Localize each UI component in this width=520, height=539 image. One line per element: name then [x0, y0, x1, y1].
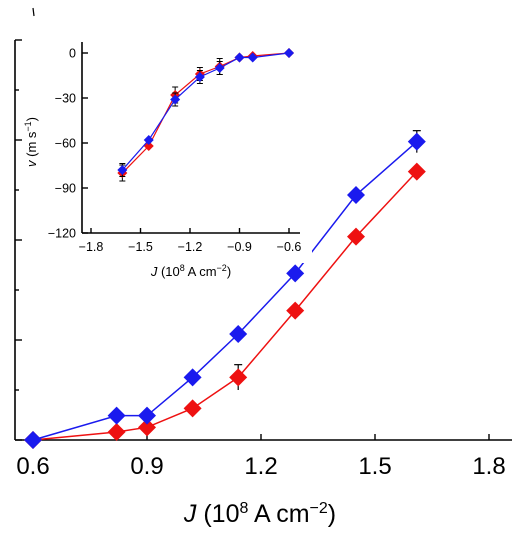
main-data-point [347, 186, 365, 204]
main-data-point [286, 264, 305, 283]
inset-x-tick-label: −1.5 [128, 240, 153, 254]
inset-x-tick-label: −1.2 [178, 240, 203, 254]
inset-data-point [247, 52, 258, 63]
main-data-point [138, 418, 156, 437]
main-ticks: 0.6 0.9 1.2 1.5 1.8 [15, 39, 506, 480]
inset-data-point [170, 94, 181, 105]
main-data-point [229, 368, 248, 387]
inset-y-tick-label: 0 [69, 47, 76, 61]
inset-y-tick-label: −60 [55, 137, 76, 151]
main-data-point [229, 325, 248, 343]
inset-data-point [194, 72, 205, 82]
inset-series [117, 48, 294, 182]
inset-x-axis-title: J (108 A cm−2) [150, 263, 231, 279]
top-edge-mark [32, 7, 35, 17]
inset-data-point [234, 52, 245, 63]
inset-data-point [117, 165, 128, 175]
inset-ticks: −1.8 −1.5 −1.2 −0.9 −0.6 −120 −90 −60 −30 0 [48, 47, 302, 255]
inset-x-tick-label: −0.9 [227, 240, 252, 254]
main-x-tick-label: 1.2 [244, 453, 277, 480]
main-data-point [138, 406, 156, 425]
inset-data-point [214, 63, 225, 73]
main-x-axis-title: J (108 A cm−2) [183, 500, 336, 528]
inset-chart: −1.8 −1.5 −1.2 −0.9 −0.6 −120 −90 −60 −30 0 J (10… [23, 35, 312, 279]
main-data-point [107, 423, 126, 441]
inset-y-tick-label: −120 [48, 227, 76, 241]
main-data-point [107, 406, 126, 425]
main-data-point [407, 132, 426, 151]
main-series [24, 130, 426, 449]
inset-x-tick-label: −1.8 [79, 240, 104, 254]
inset-y-tick-label: −90 [55, 182, 76, 196]
inset-y-tick-label: −30 [55, 92, 76, 106]
main-data-point [183, 399, 202, 418]
inset-y-axis-title: v (m s−1) [23, 117, 39, 167]
inset-data-point [284, 48, 294, 58]
main-x-tick-label: 1.8 [472, 453, 505, 480]
main-data-point [286, 301, 305, 320]
main-x-tick-label: 0.9 [130, 453, 163, 480]
inset-background [62, 35, 312, 263]
main-data-point [347, 227, 365, 246]
inset-data-point [143, 135, 154, 145]
main-data-point [24, 431, 42, 449]
main-x-tick-label: 1.5 [358, 453, 391, 480]
inset-x-tick-label: −0.6 [277, 240, 302, 254]
main-data-point [183, 368, 202, 387]
main-data-point [407, 162, 426, 181]
main-x-tick-label: 0.6 [16, 453, 49, 480]
